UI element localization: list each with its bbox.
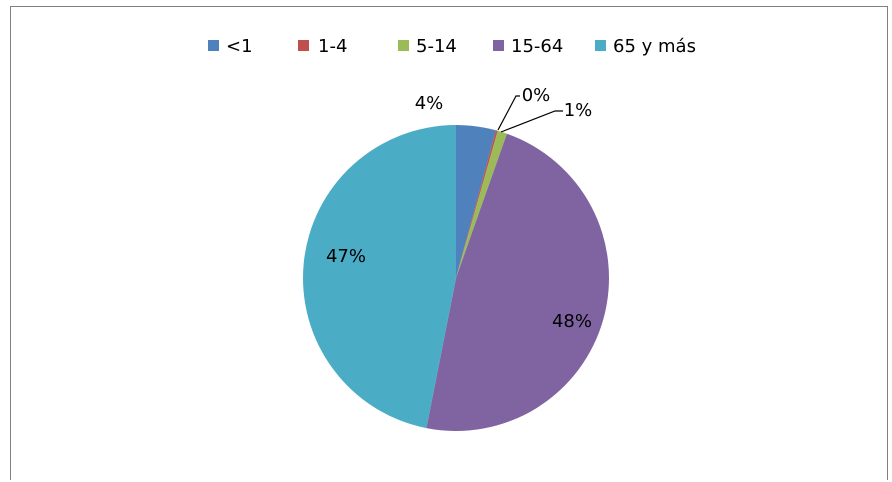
chart-frame [10, 6, 888, 480]
legend-label-3: 15-64 [511, 36, 563, 57]
chart-legend: <1 1-4 5-14 15-64 65 y más [208, 36, 696, 57]
legend-label-0: <1 [226, 36, 253, 57]
legend-label-4: 65 y más [613, 36, 696, 57]
legend-swatch-3 [493, 40, 504, 51]
pie-slice-4 [303, 125, 456, 429]
legend-swatch-2 [398, 40, 409, 51]
pie-slice-2 [456, 130, 507, 278]
data-label-2: 1% [564, 100, 593, 121]
data-label-0: 4% [415, 93, 444, 114]
legend-swatch-4 [595, 40, 606, 51]
legend-label-2: 5-14 [416, 36, 457, 57]
legend-label-1: 1-4 [318, 36, 347, 57]
pie-slices [303, 125, 609, 431]
leader-line-1 [497, 95, 520, 131]
data-label-4: 47% [326, 246, 366, 267]
pie-slice-0 [456, 125, 496, 278]
pie-slice-3 [426, 133, 609, 431]
legend-swatch-0 [208, 40, 219, 51]
pie-slice-1 [456, 130, 498, 278]
pie-data-labels: 4% 0% 1% 48% 47% [326, 85, 592, 332]
legend-swatch-1 [298, 40, 309, 51]
data-label-1: 0% [522, 85, 551, 106]
data-label-3: 48% [552, 311, 592, 332]
leader-line-2 [500, 110, 563, 133]
